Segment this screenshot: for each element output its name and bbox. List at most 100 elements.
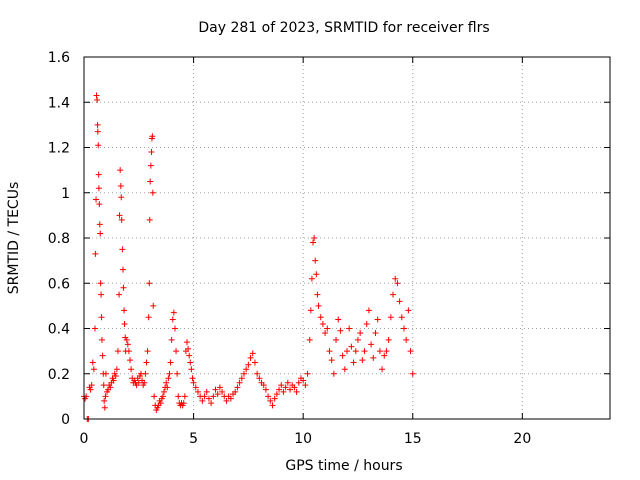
data-point: [149, 133, 156, 140]
data-point: [379, 366, 386, 373]
data-point: [302, 382, 309, 389]
data-point: [187, 359, 194, 366]
data-point: [372, 330, 379, 337]
data-point: [381, 352, 388, 359]
data-point: [312, 257, 319, 264]
data-point: [352, 348, 359, 355]
data-point: [216, 384, 223, 391]
data-point: [357, 330, 364, 337]
data-point: [146, 280, 153, 287]
data-point: [163, 379, 170, 386]
data-point: [234, 384, 241, 391]
data-point: [269, 402, 276, 409]
data-point: [159, 393, 166, 400]
data-point: [374, 316, 381, 323]
data-point: [333, 336, 340, 343]
grid-lines: [84, 57, 610, 419]
data-point: [330, 370, 337, 377]
data-point: [232, 388, 239, 395]
data-point: [107, 384, 114, 391]
data-point: [170, 309, 177, 316]
data-point: [350, 359, 357, 366]
data-point: [276, 386, 283, 393]
data-point: [98, 336, 105, 343]
y-tick-label: 1.6: [48, 50, 70, 66]
data-point: [94, 121, 101, 128]
plot-frame: [83, 56, 611, 420]
data-point: [98, 291, 105, 298]
data-point: [403, 336, 410, 343]
data-point: [247, 354, 254, 361]
data-point: [322, 330, 329, 337]
data-point: [273, 391, 280, 398]
data-point: [390, 291, 397, 298]
data-point: [128, 366, 135, 373]
data-point: [376, 348, 383, 355]
data-point: [145, 314, 152, 321]
y-axis-title: SRMTID / TECUs: [6, 182, 22, 295]
data-point: [363, 320, 370, 327]
data-point: [110, 377, 117, 384]
data-point: [267, 397, 274, 404]
data-point: [368, 341, 375, 348]
data-point: [92, 250, 99, 257]
data-point: [383, 348, 390, 355]
data-point: [201, 393, 208, 400]
x-tick-label: 20: [513, 431, 531, 447]
data-point: [160, 388, 167, 395]
data-point: [311, 235, 318, 241]
data-point: [199, 397, 206, 404]
data-point: [396, 298, 403, 305]
data-point: [95, 171, 102, 178]
data-point: [409, 370, 416, 377]
data-point: [150, 302, 157, 309]
data-points: [81, 92, 416, 422]
data-point: [95, 185, 102, 192]
data-point: [120, 266, 127, 273]
data-point: [117, 182, 124, 189]
data-point: [328, 357, 335, 364]
data-point: [240, 370, 247, 377]
data-point: [307, 307, 314, 314]
data-point: [370, 354, 377, 361]
data-point: [210, 393, 217, 400]
data-point: [144, 348, 151, 355]
data-point: [227, 395, 234, 402]
data-point: [190, 379, 197, 386]
data-point: [392, 275, 399, 282]
data-point: [337, 327, 344, 334]
data-point: [314, 291, 321, 298]
data-point: [249, 350, 256, 357]
data-point: [102, 393, 109, 400]
data-point: [304, 370, 311, 377]
data-point: [348, 343, 355, 350]
data-point: [96, 221, 103, 228]
data-point: [174, 370, 181, 377]
data-point: [256, 375, 263, 382]
data-point: [94, 128, 101, 135]
data-point: [361, 348, 368, 355]
data-point: [335, 316, 342, 323]
data-point: [181, 393, 188, 400]
data-point: [147, 162, 154, 169]
data-point: [93, 196, 100, 203]
data-point: [168, 336, 175, 343]
data-point: [125, 348, 132, 355]
data-point: [166, 370, 173, 377]
data-point: [167, 359, 174, 366]
data-point: [112, 373, 119, 380]
data-point: [101, 404, 108, 411]
y-tick-label: 0.2: [48, 367, 70, 383]
data-point: [219, 388, 226, 395]
data-point: [121, 307, 128, 314]
x-tick-label: 15: [404, 431, 422, 447]
data-point: [127, 357, 134, 364]
data-point: [359, 357, 366, 364]
data-point: [194, 388, 201, 395]
data-point: [116, 212, 123, 219]
data-point: [89, 359, 96, 366]
data-point: [175, 393, 182, 400]
data-point: [205, 395, 212, 402]
data-point: [142, 370, 149, 377]
data-point: [121, 320, 128, 327]
